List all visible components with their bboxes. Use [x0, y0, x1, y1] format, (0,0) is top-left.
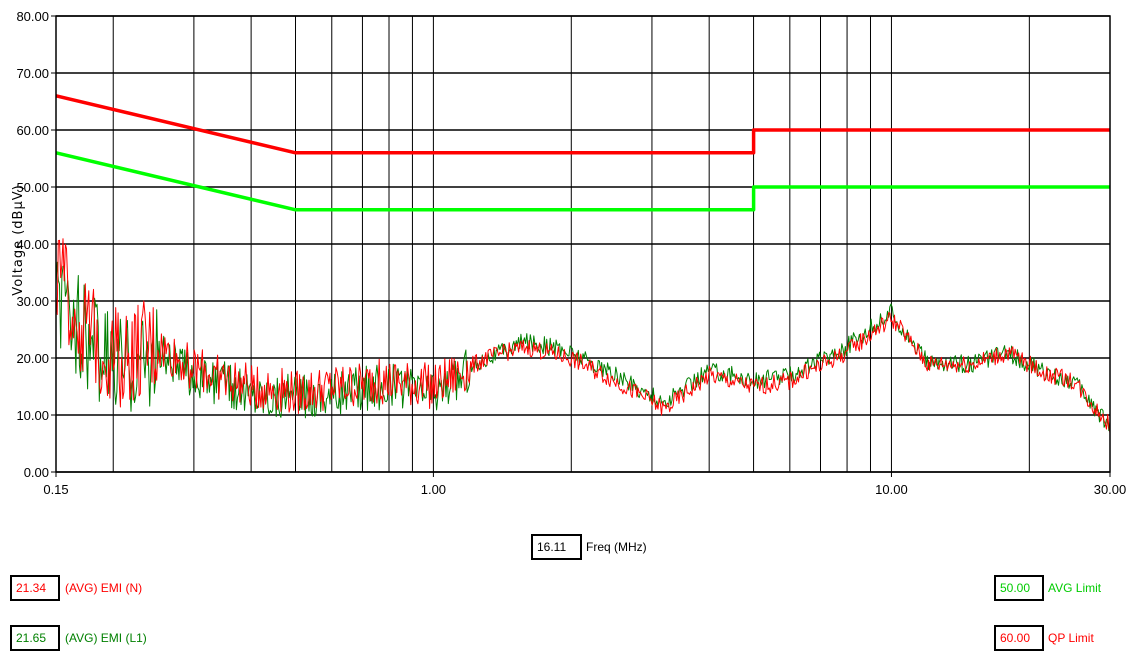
legend-emi-n-value: 21.34 — [16, 581, 47, 595]
series-line-avg-emi-l1 — [55, 261, 1111, 432]
chart-series — [55, 94, 1111, 433]
x-tick-label: 0.15 — [43, 482, 68, 497]
legend-emi-l1-label: (AVG) EMI (L1) — [65, 631, 147, 645]
legend-qp-limit-value: 60.00 — [1000, 631, 1031, 645]
y-axis-ticks: 0.00 10.00 20.00 30.00 40.00 50.00 60.00 70.00 8… — [16, 9, 56, 480]
y-tick-label: 80.00 — [16, 9, 49, 24]
legend-emi-l1-value: 21.65 — [16, 631, 47, 645]
legend-qp-limit-label: QP Limit — [1048, 631, 1094, 645]
x-tick-label: 10.00 — [875, 482, 908, 497]
y-tick-label: 40.00 — [16, 237, 49, 252]
cursor-value: 16.11 — [537, 540, 567, 554]
x-tick-label: 30.00 — [1094, 482, 1127, 497]
legend-emi-n-value-box[interactable]: 21.34 — [10, 575, 60, 601]
legend-emi-n-label: (AVG) EMI (N) — [65, 581, 143, 595]
cursor-value-box[interactable]: 16.11 — [531, 534, 582, 560]
y-tick-label: 70.00 — [16, 66, 49, 81]
legend-emi-l1-value-box[interactable]: 21.65 — [10, 625, 60, 651]
y-tick-label: 60.00 — [16, 123, 49, 138]
series-line-avg-emi-n — [55, 238, 1111, 433]
y-tick-label: 30.00 — [16, 294, 49, 309]
y-tick-label: 10.00 — [16, 408, 49, 423]
legend-avg-limit-label: AVG Limit — [1048, 581, 1102, 595]
y-tick-label: 20.00 — [16, 351, 49, 366]
legend-avg-limit-value-box[interactable]: 50.00 — [994, 575, 1044, 601]
y-axis-label: Voltage (dBμV) — [11, 184, 26, 295]
y-tick-label: 50.00 — [16, 180, 49, 195]
x-axis-label: Freq (MHz) — [586, 540, 647, 554]
y-tick-label: 0.00 — [24, 465, 49, 480]
legend-qp-limit-value-box[interactable]: 60.00 — [994, 625, 1044, 651]
series-line-avg-limit — [55, 151, 1110, 212]
series-line-qp-limit — [55, 94, 1110, 155]
x-tick-label: 1.00 — [421, 482, 446, 497]
x-axis-ticks: 0.15 1.00 10.00 30.00 — [43, 472, 1126, 497]
legend-avg-limit-value: 50.00 — [1000, 581, 1031, 595]
emi-chart: 0.00 10.00 20.00 30.00 40.00 50.00 60.00 70.00 8… — [11, 9, 1126, 497]
